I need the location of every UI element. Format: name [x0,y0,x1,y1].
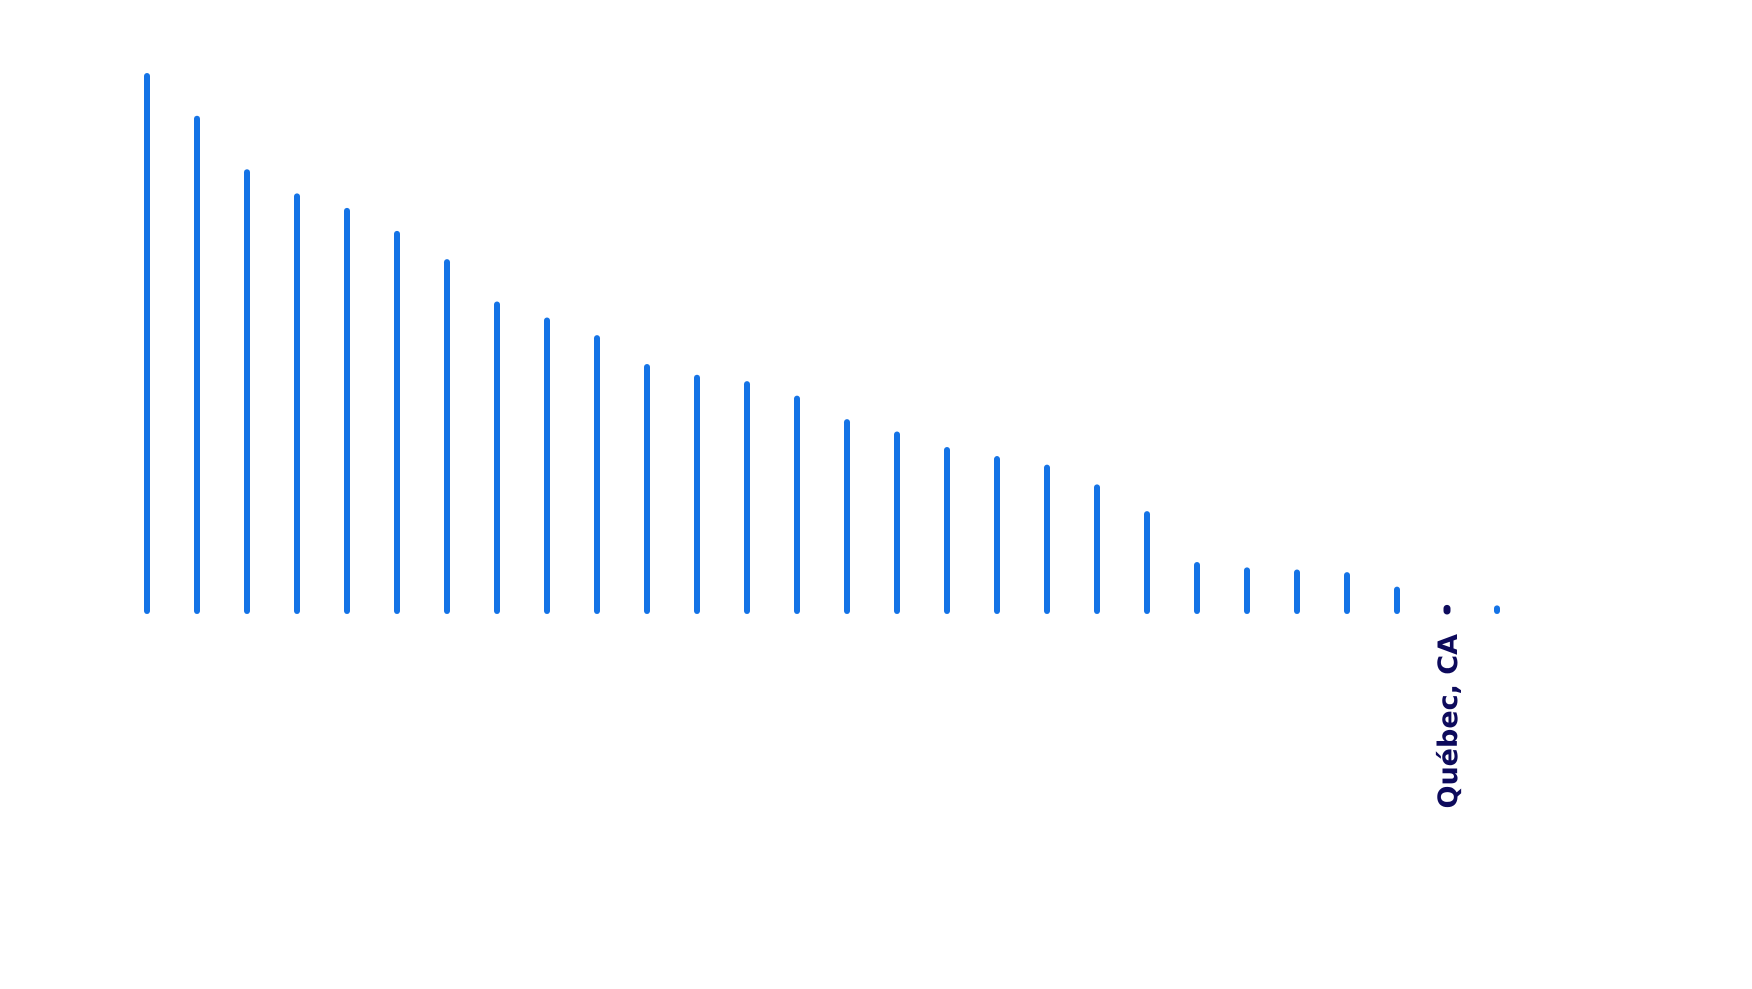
highlight-category-label: Québec, CA [1433,634,1464,809]
bar-group [144,73,1500,615]
label-group: Québec, CA [1433,634,1464,809]
